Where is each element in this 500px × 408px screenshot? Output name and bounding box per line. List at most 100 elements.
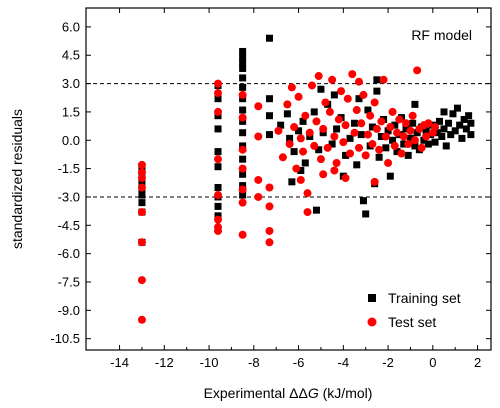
test-point bbox=[397, 149, 405, 157]
training-point bbox=[387, 173, 394, 180]
training-point bbox=[311, 108, 318, 115]
test-point bbox=[337, 87, 345, 95]
test-point bbox=[214, 89, 222, 97]
test-point bbox=[214, 108, 222, 116]
test-point bbox=[342, 121, 350, 129]
x-axis-title-symbol: ΔΔ bbox=[289, 385, 308, 401]
x-axis-title-unit: (kJ/mol) bbox=[319, 385, 373, 401]
test-point bbox=[254, 176, 262, 184]
test-point bbox=[328, 76, 336, 84]
y-tick-label: -10.5 bbox=[50, 331, 80, 346]
test-point bbox=[286, 140, 294, 148]
test-point bbox=[214, 227, 222, 235]
test-point bbox=[138, 276, 146, 284]
legend-training-label: Training set bbox=[388, 290, 461, 306]
test-point bbox=[353, 106, 361, 114]
x-axis-title: Experimental ΔΔG (kJ/mol) bbox=[204, 385, 373, 401]
test-point bbox=[355, 78, 363, 86]
training-point bbox=[351, 120, 358, 127]
test-point bbox=[304, 208, 312, 216]
test-point bbox=[214, 191, 222, 199]
test-point bbox=[254, 193, 262, 201]
y-tick-label: 3.0 bbox=[62, 76, 80, 91]
test-point bbox=[304, 189, 312, 197]
test-point bbox=[375, 146, 383, 154]
training-point bbox=[438, 133, 445, 140]
training-point bbox=[239, 156, 246, 163]
x-tick-label: -10 bbox=[200, 355, 219, 370]
y-tick-label: -9.0 bbox=[58, 303, 80, 318]
test-point bbox=[299, 148, 307, 156]
test-point bbox=[312, 117, 320, 125]
training-point bbox=[239, 129, 246, 136]
x-tick-label: 0 bbox=[429, 355, 436, 370]
legend-test-label: Test set bbox=[388, 314, 436, 330]
test-point bbox=[324, 144, 332, 152]
test-point bbox=[380, 76, 388, 84]
test-point bbox=[368, 140, 376, 148]
x-tick-label: -2 bbox=[382, 355, 394, 370]
test-point bbox=[373, 125, 381, 133]
training-point bbox=[454, 105, 461, 112]
y-tick-label: -7.5 bbox=[58, 274, 80, 289]
test-point bbox=[239, 165, 247, 173]
test-point bbox=[317, 155, 325, 163]
test-point bbox=[138, 174, 146, 182]
x-tick-label: -14 bbox=[110, 355, 129, 370]
x-axis-title-var: G bbox=[308, 385, 319, 401]
training-point bbox=[288, 178, 295, 185]
model-annotation: RF model bbox=[411, 27, 472, 43]
training-point bbox=[266, 35, 273, 42]
training-point bbox=[239, 84, 246, 91]
test-point bbox=[265, 202, 273, 210]
test-point bbox=[297, 176, 305, 184]
test-point bbox=[406, 127, 414, 135]
y-tick-label: -6.0 bbox=[58, 246, 80, 261]
test-point bbox=[362, 151, 370, 159]
training-point bbox=[291, 148, 298, 155]
test-point bbox=[330, 166, 338, 174]
test-point bbox=[265, 238, 273, 246]
test-point bbox=[386, 123, 394, 131]
test-point bbox=[138, 208, 146, 216]
data-points bbox=[138, 35, 474, 324]
training-point bbox=[411, 101, 418, 108]
training-point bbox=[425, 141, 432, 148]
training-point bbox=[284, 110, 291, 117]
test-point bbox=[138, 316, 146, 324]
x-tick-label: -6 bbox=[293, 355, 305, 370]
legend-test-marker bbox=[368, 318, 377, 327]
legend-training-marker bbox=[368, 294, 376, 302]
training-point bbox=[266, 95, 273, 102]
test-point bbox=[351, 129, 359, 137]
test-point bbox=[366, 112, 374, 120]
training-point bbox=[405, 152, 412, 159]
test-point bbox=[382, 132, 390, 140]
test-point bbox=[214, 216, 222, 224]
test-point bbox=[306, 129, 314, 137]
test-point bbox=[214, 80, 222, 88]
test-point bbox=[239, 114, 247, 122]
training-point bbox=[215, 125, 222, 132]
test-point bbox=[342, 174, 350, 182]
test-point bbox=[308, 81, 316, 89]
test-point bbox=[239, 146, 247, 154]
training-point bbox=[313, 207, 320, 214]
test-point bbox=[319, 170, 327, 178]
training-point bbox=[458, 135, 465, 142]
test-point bbox=[371, 178, 379, 186]
test-point bbox=[321, 98, 329, 106]
test-point bbox=[138, 161, 146, 169]
training-point bbox=[373, 88, 380, 95]
test-point bbox=[290, 123, 298, 131]
training-point bbox=[432, 139, 439, 146]
y-tick-label: -1.5 bbox=[58, 161, 80, 176]
test-point bbox=[319, 125, 327, 133]
test-point bbox=[301, 112, 309, 120]
test-point bbox=[214, 155, 222, 163]
test-point bbox=[395, 115, 403, 123]
training-point bbox=[409, 120, 416, 127]
test-point bbox=[384, 159, 392, 167]
y-tick-label: -3.0 bbox=[58, 189, 80, 204]
y-tick-label: 0.0 bbox=[62, 133, 80, 148]
